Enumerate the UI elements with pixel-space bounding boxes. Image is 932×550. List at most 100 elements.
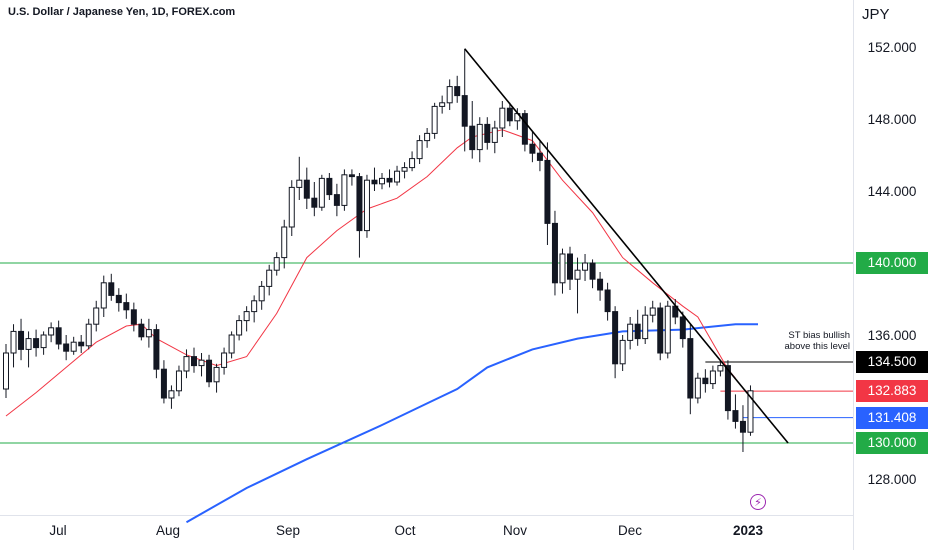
sma-20-line bbox=[5, 129, 736, 417]
candle-body bbox=[63, 343, 70, 352]
candle-body bbox=[604, 289, 611, 313]
candle-body bbox=[348, 174, 355, 178]
candle-body bbox=[100, 282, 107, 309]
candle-body bbox=[108, 282, 115, 296]
candle-body bbox=[10, 330, 17, 354]
candle-body bbox=[627, 323, 634, 341]
price-tag-134-500: 134.500 bbox=[856, 351, 928, 373]
candle-body bbox=[251, 300, 258, 313]
candle-body bbox=[747, 390, 754, 433]
x-tick-label: Jul bbox=[49, 523, 66, 538]
candle-body bbox=[484, 123, 491, 143]
x-tick-label: Aug bbox=[156, 523, 180, 538]
candle-body bbox=[206, 359, 213, 383]
candle-body bbox=[78, 341, 85, 347]
candle-body bbox=[386, 177, 393, 183]
candle-body bbox=[371, 179, 378, 185]
candle-body bbox=[356, 176, 363, 232]
candle-body bbox=[469, 125, 476, 151]
candle-body bbox=[33, 338, 40, 349]
candle-body bbox=[702, 377, 709, 385]
candle-body bbox=[401, 167, 408, 172]
candle-body bbox=[258, 285, 265, 302]
candle-body bbox=[311, 197, 318, 208]
candle-body bbox=[551, 222, 558, 284]
candle-body bbox=[183, 356, 190, 372]
candle-body bbox=[709, 370, 716, 385]
x-tick-label: Dec bbox=[618, 523, 642, 538]
candle-body bbox=[123, 302, 130, 311]
currency-label: JPY bbox=[862, 6, 890, 23]
candle-body bbox=[175, 370, 182, 392]
candle-body bbox=[288, 186, 295, 228]
annotation-line-1: ST bias bullish bbox=[788, 330, 850, 341]
candle-body bbox=[416, 140, 423, 160]
candle-body bbox=[559, 253, 566, 284]
candle-body bbox=[491, 127, 498, 143]
candle-body bbox=[589, 262, 596, 280]
candle-body bbox=[582, 262, 589, 271]
candle-body bbox=[363, 179, 370, 232]
candle-body bbox=[266, 269, 273, 287]
candle-body bbox=[657, 307, 664, 354]
y-tick-label: 152.000 bbox=[868, 40, 917, 55]
y-tick-label: 144.000 bbox=[868, 184, 917, 199]
candle-body bbox=[318, 177, 325, 208]
candle-body bbox=[732, 410, 739, 422]
sma-200-line bbox=[185, 323, 758, 524]
candle-body bbox=[70, 341, 77, 352]
candle-body bbox=[341, 174, 348, 206]
candle-body bbox=[664, 305, 671, 354]
candle-body bbox=[236, 320, 243, 336]
annotation-line-2: above this level bbox=[784, 341, 850, 352]
candle-body bbox=[153, 329, 160, 370]
candle-body bbox=[461, 95, 468, 127]
candle-body bbox=[612, 311, 619, 365]
candle-body bbox=[499, 107, 506, 129]
candle-body bbox=[228, 334, 235, 354]
y-tick-label: 136.000 bbox=[868, 328, 917, 343]
candle-body bbox=[40, 334, 47, 349]
candle-body bbox=[642, 314, 649, 340]
candle-body bbox=[567, 253, 573, 280]
candle-body bbox=[85, 323, 92, 347]
candle-body bbox=[160, 368, 167, 399]
candle-body bbox=[18, 330, 25, 350]
candle-body bbox=[724, 365, 731, 412]
candle-body bbox=[634, 323, 641, 340]
candle-body bbox=[130, 309, 137, 325]
candle-body bbox=[138, 323, 145, 338]
y-tick-label: 128.000 bbox=[868, 472, 917, 487]
candle-body bbox=[619, 339, 626, 365]
candle-body bbox=[273, 257, 280, 271]
candle-body bbox=[326, 177, 333, 196]
candle-body bbox=[476, 123, 483, 151]
x-tick-label: 2023 bbox=[733, 523, 764, 538]
candle-body bbox=[574, 269, 581, 280]
price-tag-130-000: 130.000 bbox=[856, 432, 928, 454]
candle-body bbox=[25, 338, 32, 350]
candle-body bbox=[529, 143, 536, 154]
price-tag-132-883: 132.883 bbox=[856, 380, 928, 403]
candle-body bbox=[649, 307, 656, 316]
candle-body bbox=[409, 158, 416, 169]
candle-body bbox=[3, 352, 9, 390]
candle-body bbox=[281, 226, 288, 259]
candle-body bbox=[55, 327, 62, 345]
candle-body bbox=[213, 366, 220, 383]
lightning-icon[interactable]: ⚡ bbox=[750, 494, 766, 510]
downtrend-line bbox=[464, 48, 789, 444]
candle-body bbox=[145, 329, 152, 338]
candle-body bbox=[739, 420, 746, 433]
candle-body bbox=[115, 294, 122, 304]
x-tick-label: Nov bbox=[503, 523, 527, 538]
y-tick-label: 148.000 bbox=[868, 112, 917, 127]
price-tag-140-000: 140.000 bbox=[856, 252, 928, 274]
candle-body bbox=[679, 316, 686, 340]
chart-title: U.S. Dollar / Japanese Yen, 1D, FOREX.co… bbox=[8, 6, 236, 18]
candle-body bbox=[191, 356, 197, 367]
candle-body bbox=[439, 102, 446, 107]
x-tick-label: Sep bbox=[276, 523, 300, 538]
candle-body bbox=[544, 159, 551, 224]
